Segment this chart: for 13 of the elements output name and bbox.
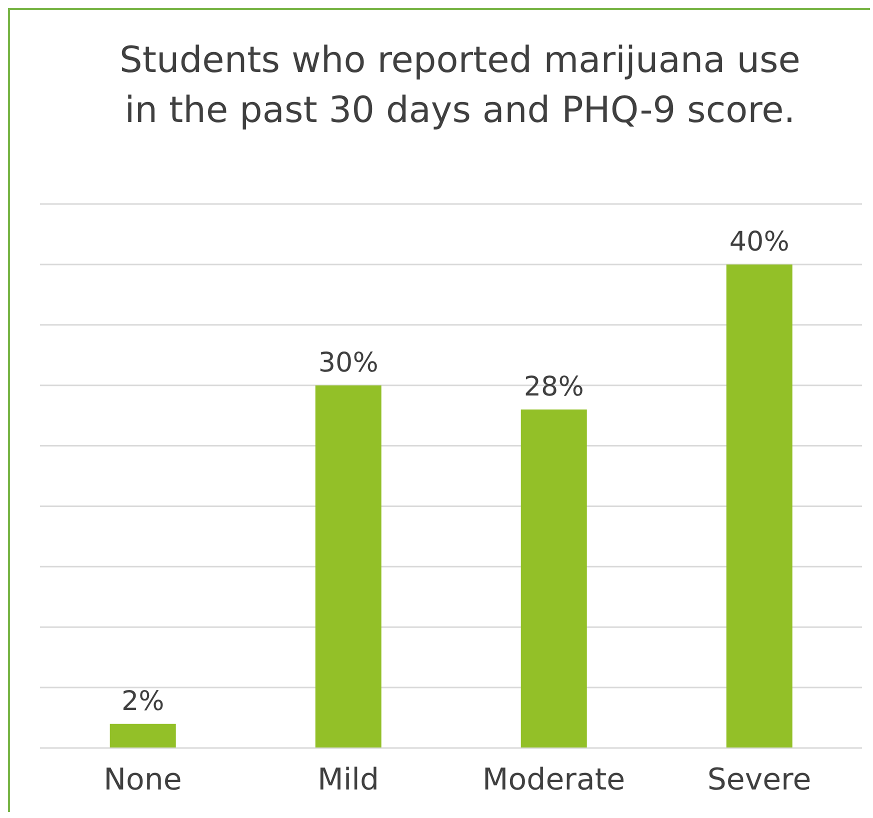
bar: [726, 264, 792, 748]
bar: [110, 724, 176, 748]
chart-title: Students who reported marijuana use in the past 30 days and PHQ-9 score.: [118, 39, 802, 133]
x-tick-label: Mild: [317, 762, 380, 798]
x-tick-label: Moderate: [482, 762, 626, 798]
data-label: 30%: [318, 347, 378, 378]
x-tick-label: None: [104, 762, 182, 798]
data-label: 28%: [524, 372, 584, 403]
bar: [520, 410, 587, 748]
data-label: 2%: [121, 686, 164, 717]
data-label: 40%: [729, 226, 790, 258]
x-tick-label: Severe: [707, 762, 812, 798]
bar: [315, 385, 382, 748]
